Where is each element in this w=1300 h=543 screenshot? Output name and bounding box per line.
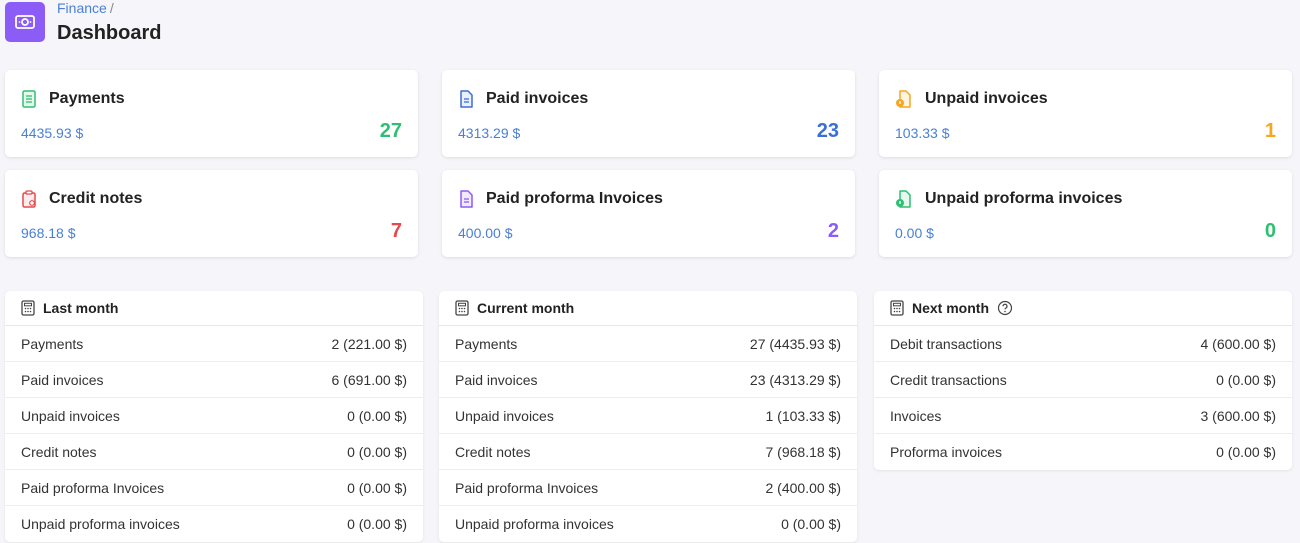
card-count: 1 xyxy=(1264,120,1276,142)
card-amount: 968.18 $ xyxy=(21,225,76,241)
card-amount: 4313.29 $ xyxy=(458,125,521,141)
calculator-icon xyxy=(21,300,35,316)
panel-title: Next month xyxy=(912,300,989,316)
breadcrumb-finance-link[interactable]: Finance xyxy=(57,0,107,16)
table-row: Credit transactions 0 (0.00 $) xyxy=(874,362,1292,398)
card-paid-proforma-invoices[interactable]: Paid proforma Invoices 400.00 $ 2 xyxy=(442,170,855,257)
table-row: Paid invoices 23 (4313.29 $) xyxy=(439,362,857,398)
card-title: Credit notes xyxy=(49,190,143,207)
card-amount: 0.00 $ xyxy=(895,225,934,241)
card-unpaid-proforma-invoices[interactable]: Unpaid proforma invoices 0.00 $ 0 xyxy=(879,170,1292,257)
table-row: Unpaid invoices 1 (103.33 $) xyxy=(439,398,857,434)
card-paid-invoices[interactable]: Paid invoices 4313.29 $ 23 xyxy=(442,70,855,157)
clipboard-icon xyxy=(22,190,36,208)
proforma-icon xyxy=(460,190,473,208)
card-title: Unpaid invoices xyxy=(925,90,1048,107)
money-icon xyxy=(5,2,45,42)
table-row: Unpaid proforma invoices 0 (0.00 $) xyxy=(21,516,407,532)
page-header: Finance / Dashboard xyxy=(5,0,161,44)
table-row: Unpaid invoices 0 (0.00 $) xyxy=(5,398,423,434)
card-count: 27 xyxy=(379,120,402,142)
panel-title: Last month xyxy=(43,300,119,316)
panel-current-month: Current month Payments 27 (4435.93 $) Pai… xyxy=(439,291,857,542)
breadcrumb-separator: / xyxy=(109,0,114,16)
card-unpaid-invoices[interactable]: Unpaid invoices 103.33 $ 1 xyxy=(879,70,1292,157)
invoice-icon xyxy=(460,90,473,108)
help-icon[interactable] xyxy=(997,300,1013,316)
page-title: Dashboard xyxy=(57,22,162,44)
table-row: Unpaid proforma invoices 0 (0.00 $) xyxy=(455,516,841,532)
breadcrumb: Finance / xyxy=(57,0,161,16)
card-title: Payments xyxy=(49,90,125,107)
table-row: Paid proforma Invoices 2 (400.00 $) xyxy=(439,470,857,506)
unpaid-invoice-icon xyxy=(896,90,911,108)
table-row: Payments 27 (4435.93 $) xyxy=(439,326,857,362)
card-title: Unpaid proforma invoices xyxy=(925,190,1123,207)
panel-next-month: Next month Debit transactions 4 (600.00 $… xyxy=(874,291,1292,470)
card-count: 23 xyxy=(816,120,839,142)
table-row: Payments 2 (221.00 $) xyxy=(5,326,423,362)
card-credit-notes[interactable]: Credit notes 968.18 $ 7 xyxy=(5,170,418,257)
card-count: 7 xyxy=(390,220,402,242)
table-row: Proforma invoices 0 (0.00 $) xyxy=(890,444,1276,460)
card-count: 0 xyxy=(1264,220,1276,242)
table-row: Credit notes 7 (968.18 $) xyxy=(439,434,857,470)
table-row: Paid invoices 6 (691.00 $) xyxy=(5,362,423,398)
card-title: Paid invoices xyxy=(486,90,589,107)
table-row: Invoices 3 (600.00 $) xyxy=(874,398,1292,434)
table-row: Paid proforma Invoices 0 (0.00 $) xyxy=(5,470,423,506)
card-amount: 400.00 $ xyxy=(458,225,513,241)
card-count: 2 xyxy=(827,220,839,242)
document-icon xyxy=(22,90,36,108)
card-amount: 103.33 $ xyxy=(895,125,950,141)
panel-title: Current month xyxy=(477,300,575,316)
panel-last-month: Last month Payments 2 (221.00 $) Paid inv… xyxy=(5,291,423,542)
card-payments[interactable]: Payments 4435.93 $ 27 xyxy=(5,70,418,157)
unpaid-proforma-icon xyxy=(896,190,911,208)
card-amount: 4435.93 $ xyxy=(21,125,84,141)
table-row: Debit transactions 4 (600.00 $) xyxy=(874,326,1292,362)
table-row: Credit notes 0 (0.00 $) xyxy=(5,434,423,470)
calculator-icon xyxy=(890,300,904,316)
card-title: Paid proforma Invoices xyxy=(486,190,663,207)
calculator-icon xyxy=(455,300,469,316)
